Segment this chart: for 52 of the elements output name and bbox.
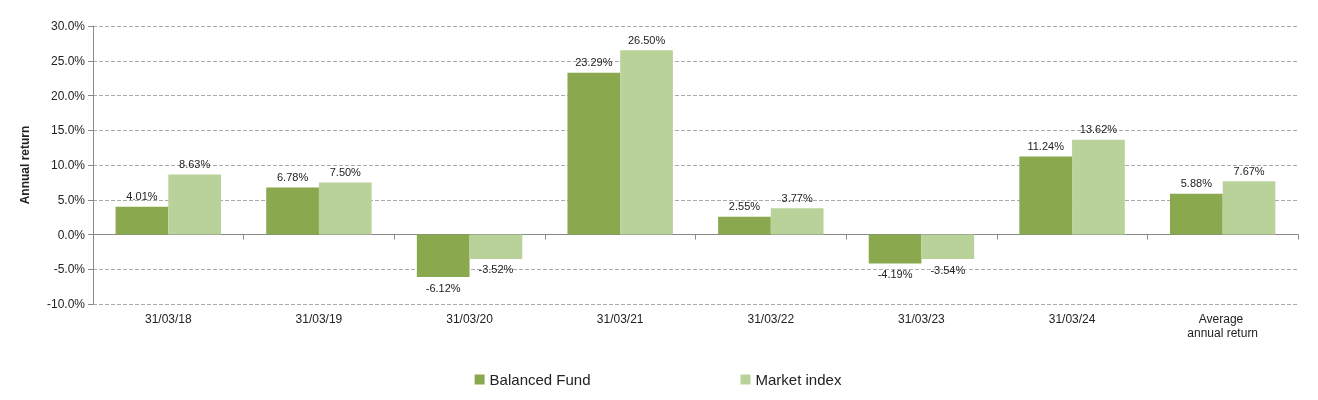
x-tick-label: Average annual return <box>1187 312 1259 340</box>
y-tick-label: 0.0% <box>57 227 86 242</box>
x-tick-label: 31/03/24 <box>1048 312 1096 326</box>
data-label: 26.50% <box>627 33 666 46</box>
bar <box>770 208 824 235</box>
bar <box>318 182 372 235</box>
bar <box>469 234 523 259</box>
y-tick-label: 10.0% <box>50 158 86 172</box>
y-tick-label: 30.0% <box>50 19 86 33</box>
x-tick-label: 31/03/19 <box>295 312 343 326</box>
y-tick-label: -10.0% <box>46 297 86 311</box>
data-label: 3.77% <box>781 191 813 204</box>
bar <box>115 206 169 235</box>
data-label: -3.54% <box>930 263 966 276</box>
bar <box>416 234 470 278</box>
data-label: 13.62% <box>1079 123 1118 136</box>
x-tick-label: 31/03/22 <box>747 312 795 326</box>
x-tick-label: 31/03/18 <box>144 312 192 326</box>
data-label: 23.29% <box>575 56 613 69</box>
bar <box>620 50 673 235</box>
bar <box>1019 156 1073 235</box>
data-label: -6.12% <box>425 281 461 294</box>
bar <box>168 174 222 235</box>
x-tick-label: 31/03/23 <box>898 312 946 326</box>
data-label: 7.50% <box>329 165 362 178</box>
bar <box>868 234 922 264</box>
bar <box>921 234 975 260</box>
y-axis-title: Annual return <box>18 125 32 205</box>
data-label: 6.78% <box>276 170 309 183</box>
data-label: 8.63% <box>179 158 211 171</box>
legend-label: Balanced Fund <box>489 371 591 388</box>
data-label: -4.19% <box>877 268 913 281</box>
legend-label: Market index <box>755 371 842 388</box>
data-label: 5.88% <box>1180 177 1213 190</box>
y-tick-label: -5.0% <box>53 262 86 277</box>
bar <box>1072 139 1125 235</box>
bar <box>567 72 621 235</box>
y-tick-label: 25.0% <box>50 53 86 68</box>
bar <box>266 187 319 235</box>
y-tick-label: 5.0% <box>57 192 86 207</box>
bar <box>718 216 771 235</box>
data-label: 4.01% <box>126 190 158 203</box>
y-tick-label: 20.0% <box>50 88 86 103</box>
x-tick-label: 31/03/21 <box>596 312 644 326</box>
x-tick-label: 31/03/20 <box>446 312 494 326</box>
bar <box>1222 181 1276 235</box>
y-tick-label: 15.0% <box>50 123 86 138</box>
bar <box>1169 193 1223 235</box>
data-label: -3.52% <box>478 263 514 276</box>
data-label: 7.67% <box>1233 164 1265 177</box>
data-label: 11.24% <box>1027 139 1065 152</box>
data-label: 2.55% <box>728 200 761 213</box>
